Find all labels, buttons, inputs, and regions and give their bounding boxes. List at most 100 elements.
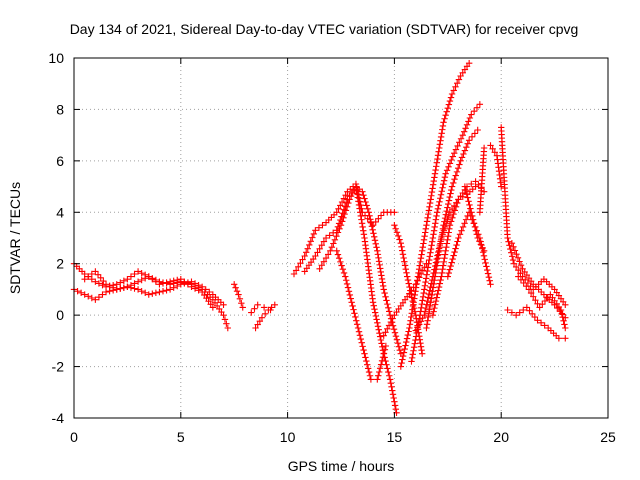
- data-point: [355, 328, 363, 335]
- data-point: [340, 214, 347, 221]
- data-point: [360, 191, 367, 199]
- data-point: [429, 181, 437, 188]
- data-point: [303, 249, 310, 256]
- data-point: [555, 335, 563, 342]
- data-point: [109, 284, 117, 291]
- data-point: [434, 152, 442, 159]
- data-point: [406, 324, 413, 332]
- data-point: [380, 332, 387, 339]
- data-point: [374, 323, 382, 330]
- data-point: [523, 304, 531, 311]
- data-point: [333, 247, 340, 255]
- data-point: [384, 365, 391, 372]
- data-point: [374, 319, 381, 327]
- data-point: [421, 282, 429, 289]
- data-point: [159, 287, 167, 295]
- data-point: [314, 249, 321, 256]
- data-point: [411, 340, 418, 347]
- data-point: [459, 223, 467, 231]
- data-point: [376, 368, 383, 376]
- data-point: [469, 212, 476, 220]
- data-point: [99, 291, 106, 298]
- data-point: [375, 215, 382, 222]
- data-point: [486, 277, 493, 284]
- data-point: [438, 130, 445, 137]
- data-point: [460, 128, 468, 135]
- data-point: [337, 202, 344, 209]
- data-point: [184, 281, 192, 288]
- data-point: [431, 266, 438, 273]
- data-point: [407, 290, 415, 298]
- data-point: [404, 331, 411, 339]
- data-point: [532, 297, 539, 304]
- data-point: [375, 254, 382, 262]
- data-point: [309, 234, 316, 241]
- data-point: [413, 280, 420, 288]
- data-point: [428, 242, 435, 249]
- data-point: [422, 275, 430, 282]
- data-point: [375, 326, 382, 333]
- data-point: [353, 317, 360, 324]
- data-point: [516, 258, 523, 265]
- data-point: [435, 287, 442, 294]
- data-point: [351, 186, 358, 193]
- data-point: [448, 156, 455, 164]
- data-point: [468, 133, 476, 141]
- data-point: [407, 317, 414, 324]
- y-tick-label: -4: [52, 410, 65, 426]
- data-point: [436, 280, 444, 287]
- series-track-06: [248, 301, 274, 316]
- data-point: [341, 210, 348, 218]
- data-point: [452, 203, 460, 210]
- data-point: [452, 245, 459, 252]
- data-point: [92, 296, 99, 303]
- data-point: [414, 273, 422, 280]
- data-point: [399, 247, 406, 254]
- data-point: [410, 347, 417, 354]
- grid-layer: [74, 58, 608, 418]
- data-point: [355, 198, 362, 205]
- data-point: [445, 101, 453, 108]
- data-point: [440, 177, 448, 184]
- data-point: [473, 231, 480, 238]
- data-point: [202, 286, 209, 293]
- data-point: [445, 163, 452, 171]
- data-point: [399, 356, 406, 363]
- data-point: [440, 181, 447, 188]
- data-point: [458, 154, 466, 161]
- data-point: [512, 263, 520, 271]
- data-point: [525, 286, 533, 293]
- data-point: [231, 281, 238, 288]
- data-point: [482, 259, 489, 267]
- data-point: [403, 269, 410, 277]
- data-point: [290, 270, 298, 278]
- data-point: [437, 137, 444, 144]
- data-point: [412, 336, 419, 344]
- data-point: [436, 198, 443, 205]
- data-point: [389, 315, 396, 322]
- data-point: [358, 216, 365, 223]
- data-point: [489, 145, 496, 153]
- data-point: [539, 301, 546, 308]
- data-point: [447, 262, 454, 270]
- data-point: [442, 170, 449, 177]
- data-point: [120, 284, 128, 291]
- data-point: [347, 295, 354, 302]
- data-point: [342, 191, 349, 199]
- data-point: [445, 197, 453, 204]
- data-point: [357, 335, 365, 343]
- data-point: [426, 287, 433, 294]
- data-point: [468, 111, 475, 118]
- data-point: [357, 212, 365, 220]
- data-point: [509, 256, 517, 264]
- data-point: [423, 218, 431, 225]
- data-point: [85, 273, 92, 280]
- data-point: [443, 240, 451, 247]
- data-point: [441, 223, 449, 231]
- data-point: [442, 247, 449, 255]
- data-point: [365, 368, 373, 376]
- data-point: [401, 345, 408, 353]
- data-point: [191, 285, 199, 292]
- data-point: [432, 259, 440, 266]
- data-point: [353, 190, 361, 198]
